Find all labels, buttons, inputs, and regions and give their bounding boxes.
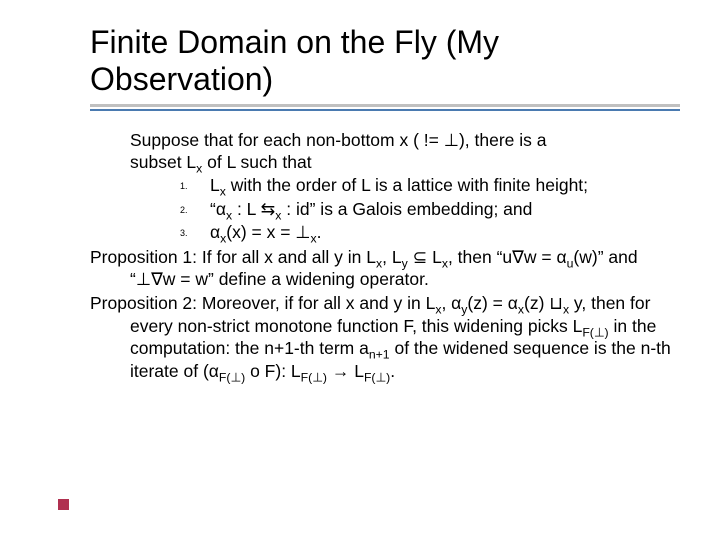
intro-line2b: of L such that xyxy=(202,152,311,172)
t: . xyxy=(317,222,322,242)
intro-line2a: subset L xyxy=(130,152,196,172)
t: Proposition 2: Moreover, if for all x an… xyxy=(90,293,435,313)
item-number: 1. xyxy=(180,174,210,196)
t: o F): L xyxy=(245,361,300,381)
proposition-2: Proposition 2: Moreover, if for all x an… xyxy=(90,292,680,382)
item-text: Lx with the order of L is a lattice with… xyxy=(210,174,680,196)
list-item: 1. Lx with the order of L is a lattice w… xyxy=(90,174,680,196)
slide: Finite Domain on the Fly (My Observation… xyxy=(0,0,720,540)
list-item: 3. αx(x) = x = ⊥x. xyxy=(90,221,680,243)
item-number: 3. xyxy=(180,221,210,243)
intro-line1: Suppose that for each non-bottom x ( != … xyxy=(130,130,547,150)
item-text: αx(x) = x = ⊥x. xyxy=(210,221,680,243)
t: Proposition 1: If for all x and all y in… xyxy=(90,247,376,267)
item-number: 2. xyxy=(180,198,210,220)
list-item: 2. “αx : L ⇆x : id” is a Galois embeddin… xyxy=(90,198,680,220)
t: : L ⇆ xyxy=(232,199,275,219)
t: ⊆ L xyxy=(408,247,442,267)
sub-fbot: F(⊥) xyxy=(364,370,390,384)
rule-grey xyxy=(90,104,680,107)
slide-body: Suppose that for each non-bottom x ( != … xyxy=(90,129,680,382)
sub-fbot: F(⊥) xyxy=(219,370,245,384)
slide-title: Finite Domain on the Fly (My Observation… xyxy=(90,24,680,98)
t: “α xyxy=(210,199,226,219)
t: , then “u∇w = α xyxy=(448,247,567,267)
t: . xyxy=(390,361,395,381)
t: → L xyxy=(327,361,364,381)
title-rule xyxy=(90,104,680,111)
t: , L xyxy=(382,247,401,267)
t: α xyxy=(210,222,220,242)
t: (z) = α xyxy=(467,293,517,313)
t: (z) ⊔ xyxy=(524,293,563,313)
accent-square-icon xyxy=(58,499,69,510)
t: L xyxy=(210,175,220,195)
t: with the order of L is a lattice with fi… xyxy=(226,175,588,195)
t: : id” is a Galois embedding; and xyxy=(281,199,532,219)
proposition-1: Proposition 1: If for all x and all y in… xyxy=(90,246,680,291)
item-text: “αx : L ⇆x : id” is a Galois embedding; … xyxy=(210,198,680,220)
t: , α xyxy=(441,293,461,313)
intro-paragraph: Suppose that for each non-bottom x ( != … xyxy=(90,129,680,174)
rule-blue xyxy=(90,109,680,111)
sub-n1: n+1 xyxy=(369,348,390,362)
sub-fbot: F(⊥) xyxy=(301,370,327,384)
t: (x) = x = ⊥ xyxy=(226,222,310,242)
